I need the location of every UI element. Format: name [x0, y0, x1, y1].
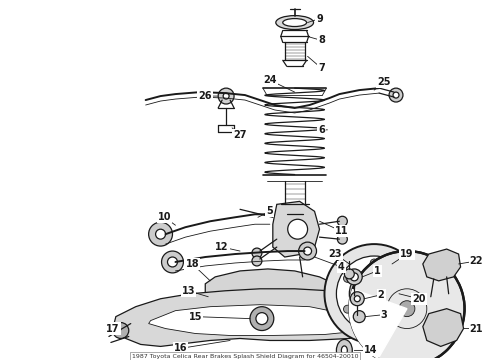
Circle shape	[346, 269, 362, 285]
Text: 23: 23	[329, 249, 342, 259]
Circle shape	[344, 269, 354, 279]
Circle shape	[350, 273, 358, 281]
Circle shape	[324, 244, 424, 343]
Circle shape	[353, 311, 365, 323]
Text: 2: 2	[378, 290, 385, 300]
Polygon shape	[423, 249, 461, 281]
Circle shape	[350, 292, 364, 306]
Circle shape	[297, 274, 312, 288]
Circle shape	[354, 296, 360, 302]
Circle shape	[113, 323, 129, 338]
Circle shape	[399, 301, 415, 316]
Circle shape	[168, 257, 177, 267]
Circle shape	[349, 269, 399, 319]
Text: 24: 24	[263, 75, 276, 85]
Circle shape	[338, 234, 347, 244]
Text: 3: 3	[381, 310, 388, 320]
Circle shape	[288, 219, 308, 239]
Circle shape	[223, 93, 229, 99]
Circle shape	[337, 256, 412, 332]
Text: 1987 Toyota Celica Rear Brakes Splash Shield Diagram for 46504-20010: 1987 Toyota Celica Rear Brakes Splash Sh…	[132, 354, 358, 359]
Text: 5: 5	[267, 206, 273, 216]
Text: 27: 27	[233, 130, 247, 140]
Text: 21: 21	[470, 324, 483, 334]
Circle shape	[156, 229, 166, 239]
Text: 7: 7	[318, 63, 325, 73]
Polygon shape	[205, 269, 340, 311]
Text: 19: 19	[400, 249, 414, 259]
Text: 15: 15	[189, 312, 202, 321]
Text: 25: 25	[377, 77, 391, 87]
Ellipse shape	[276, 15, 314, 30]
Circle shape	[250, 307, 274, 330]
Circle shape	[370, 259, 378, 267]
Wedge shape	[349, 289, 407, 359]
Circle shape	[343, 305, 351, 313]
Circle shape	[393, 92, 399, 98]
Polygon shape	[113, 289, 389, 346]
Circle shape	[252, 256, 262, 266]
Text: 11: 11	[335, 226, 348, 236]
Circle shape	[252, 248, 262, 258]
Text: 1: 1	[374, 266, 381, 276]
Circle shape	[162, 251, 183, 273]
Circle shape	[256, 312, 268, 325]
Circle shape	[338, 216, 347, 226]
Text: 17: 17	[106, 324, 120, 334]
Text: 9: 9	[316, 14, 323, 23]
Text: 20: 20	[412, 294, 426, 304]
Circle shape	[362, 282, 386, 306]
Text: 10: 10	[158, 212, 172, 222]
Text: 6: 6	[318, 125, 325, 135]
Polygon shape	[273, 201, 319, 257]
Text: 12: 12	[216, 242, 229, 252]
Circle shape	[298, 242, 317, 260]
Text: 18: 18	[186, 259, 199, 269]
Circle shape	[389, 88, 403, 102]
Text: 4: 4	[338, 262, 345, 272]
Text: 16: 16	[173, 343, 187, 354]
Circle shape	[148, 222, 172, 246]
Circle shape	[218, 88, 234, 104]
Circle shape	[397, 274, 405, 282]
Circle shape	[349, 251, 465, 360]
Text: 8: 8	[318, 35, 325, 45]
Circle shape	[304, 247, 312, 255]
Circle shape	[370, 321, 378, 329]
Text: 22: 22	[470, 256, 483, 266]
Polygon shape	[148, 305, 364, 336]
Polygon shape	[423, 309, 464, 346]
Text: 13: 13	[182, 286, 195, 296]
Circle shape	[397, 305, 405, 313]
Text: 26: 26	[198, 91, 212, 101]
Ellipse shape	[283, 19, 307, 27]
Circle shape	[343, 274, 351, 282]
Ellipse shape	[337, 339, 352, 360]
Ellipse shape	[342, 346, 347, 355]
Text: 14: 14	[365, 345, 378, 355]
